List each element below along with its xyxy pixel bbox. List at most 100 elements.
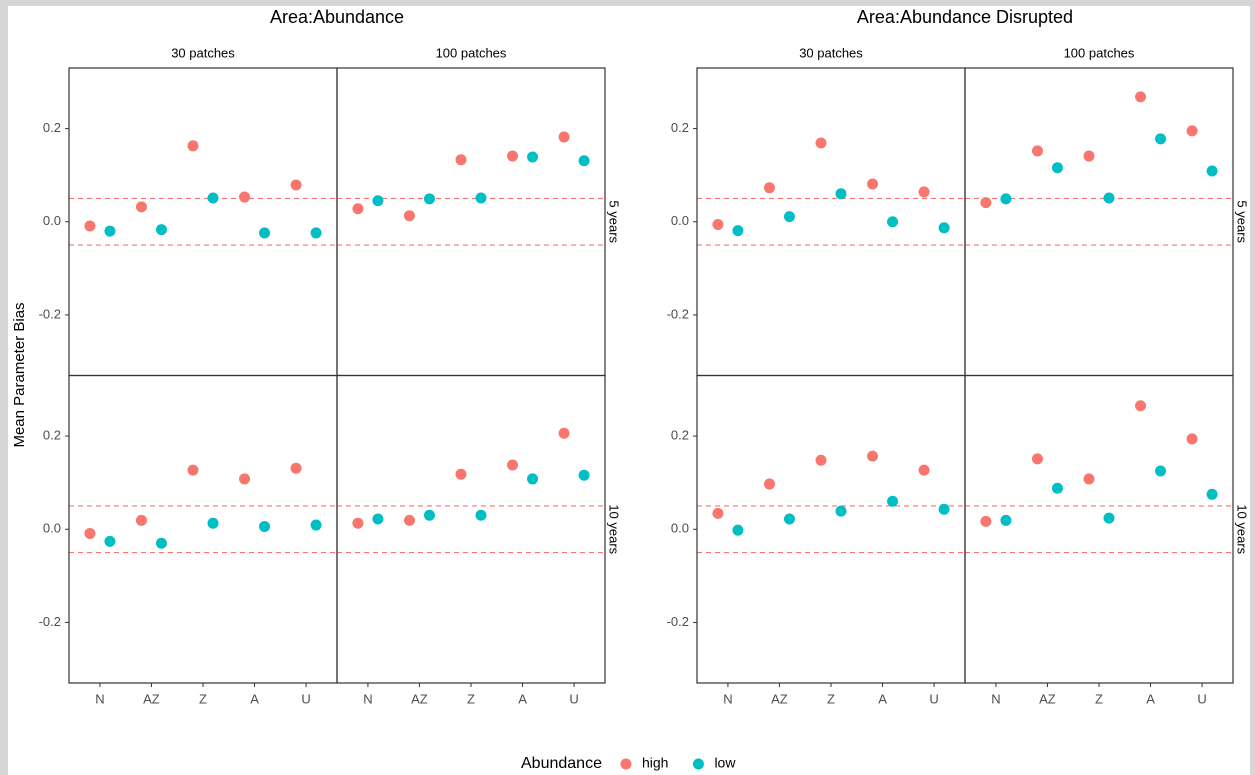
x-tick-label: Z <box>467 691 475 706</box>
dot <box>1000 193 1012 205</box>
dot <box>475 192 487 204</box>
dot <box>403 210 415 222</box>
dot <box>1206 488 1218 500</box>
y-tick-label: -0.2 <box>667 614 689 629</box>
dot <box>1186 433 1198 445</box>
row-strip: 10 years <box>607 504 622 554</box>
dot <box>763 182 775 194</box>
row-strip: 10 years <box>1235 504 1250 554</box>
y-tick-label: 0.0 <box>671 213 689 228</box>
dot <box>578 469 590 481</box>
dot <box>815 454 827 466</box>
dot <box>455 468 467 480</box>
y-tick-label: 0.2 <box>671 428 689 443</box>
y-tick-label: 0.2 <box>671 120 689 135</box>
x-tick-label: N <box>723 691 732 706</box>
y-tick-label: 0.2 <box>43 428 61 443</box>
dot <box>1083 150 1095 162</box>
column-strip: 30 patches <box>799 45 863 60</box>
x-tick-label: AZ <box>411 691 428 706</box>
y-tick-label: 0.0 <box>671 521 689 536</box>
dot <box>1031 145 1043 157</box>
dot <box>1135 91 1147 103</box>
x-tick-label: A <box>878 691 887 706</box>
y-tick-label: 0.0 <box>43 521 61 536</box>
dot <box>1031 453 1043 465</box>
dot <box>239 191 251 203</box>
dot <box>1206 165 1218 177</box>
dot <box>155 537 167 549</box>
dot <box>352 517 364 529</box>
dot <box>310 519 322 531</box>
x-tick-label: U <box>1197 691 1206 706</box>
column-strip: 30 patches <box>171 45 235 60</box>
x-tick-label: N <box>95 691 104 706</box>
dot <box>1000 514 1012 526</box>
dot <box>1103 512 1115 524</box>
x-tick-label: U <box>301 691 310 706</box>
dot <box>1155 465 1167 477</box>
legend-title: Abundance <box>521 755 602 772</box>
dot <box>290 462 302 474</box>
x-tick-label: A <box>518 691 527 706</box>
dot <box>475 509 487 521</box>
x-tick-label: Z <box>827 691 835 706</box>
dot <box>507 150 519 162</box>
x-tick-label: N <box>991 691 1000 706</box>
x-tick-label: AZ <box>143 691 160 706</box>
dot <box>887 216 899 228</box>
dot <box>1051 162 1063 174</box>
dot <box>403 514 415 526</box>
dot <box>558 131 570 143</box>
x-tick-label: AZ <box>1039 691 1056 706</box>
column-strip: 100 patches <box>1064 45 1135 60</box>
legend-swatch <box>620 758 632 770</box>
chart-title: Area:Abundance <box>270 7 404 27</box>
dot <box>558 427 570 439</box>
dot <box>1186 125 1198 137</box>
dot <box>423 193 435 205</box>
dot <box>372 195 384 207</box>
dot <box>104 535 116 547</box>
dot <box>835 188 847 200</box>
dot <box>712 507 724 519</box>
dot <box>423 509 435 521</box>
dot <box>455 154 467 166</box>
dot <box>84 527 96 539</box>
dot <box>1051 482 1063 494</box>
dot <box>732 225 744 237</box>
legend-label: high <box>642 755 668 771</box>
dot <box>84 220 96 232</box>
dot <box>980 515 992 527</box>
dot <box>352 203 364 215</box>
dot <box>187 464 199 476</box>
x-tick-label: A <box>250 691 259 706</box>
dot <box>887 495 899 507</box>
dot <box>1103 192 1115 204</box>
dot <box>239 473 251 485</box>
dot <box>712 219 724 231</box>
dot <box>507 459 519 471</box>
legend-label: low <box>714 755 736 771</box>
x-tick-label: Z <box>199 691 207 706</box>
dot <box>310 227 322 239</box>
dot <box>815 137 827 149</box>
y-axis-label: Mean Parameter Bias <box>11 302 28 447</box>
dot <box>578 155 590 167</box>
y-tick-label: 0.0 <box>43 213 61 228</box>
chart-title: Area:Abundance Disrupted <box>857 7 1073 27</box>
dot <box>135 514 147 526</box>
dot <box>155 224 167 236</box>
x-tick-label: U <box>569 691 578 706</box>
dot <box>207 192 219 204</box>
row-strip: 5 years <box>1235 200 1250 243</box>
dot <box>867 178 879 190</box>
x-tick-label: U <box>929 691 938 706</box>
dot <box>835 505 847 517</box>
dot <box>763 478 775 490</box>
dot <box>1083 473 1095 485</box>
x-tick-label: A <box>1146 691 1155 706</box>
dot <box>1155 133 1167 145</box>
